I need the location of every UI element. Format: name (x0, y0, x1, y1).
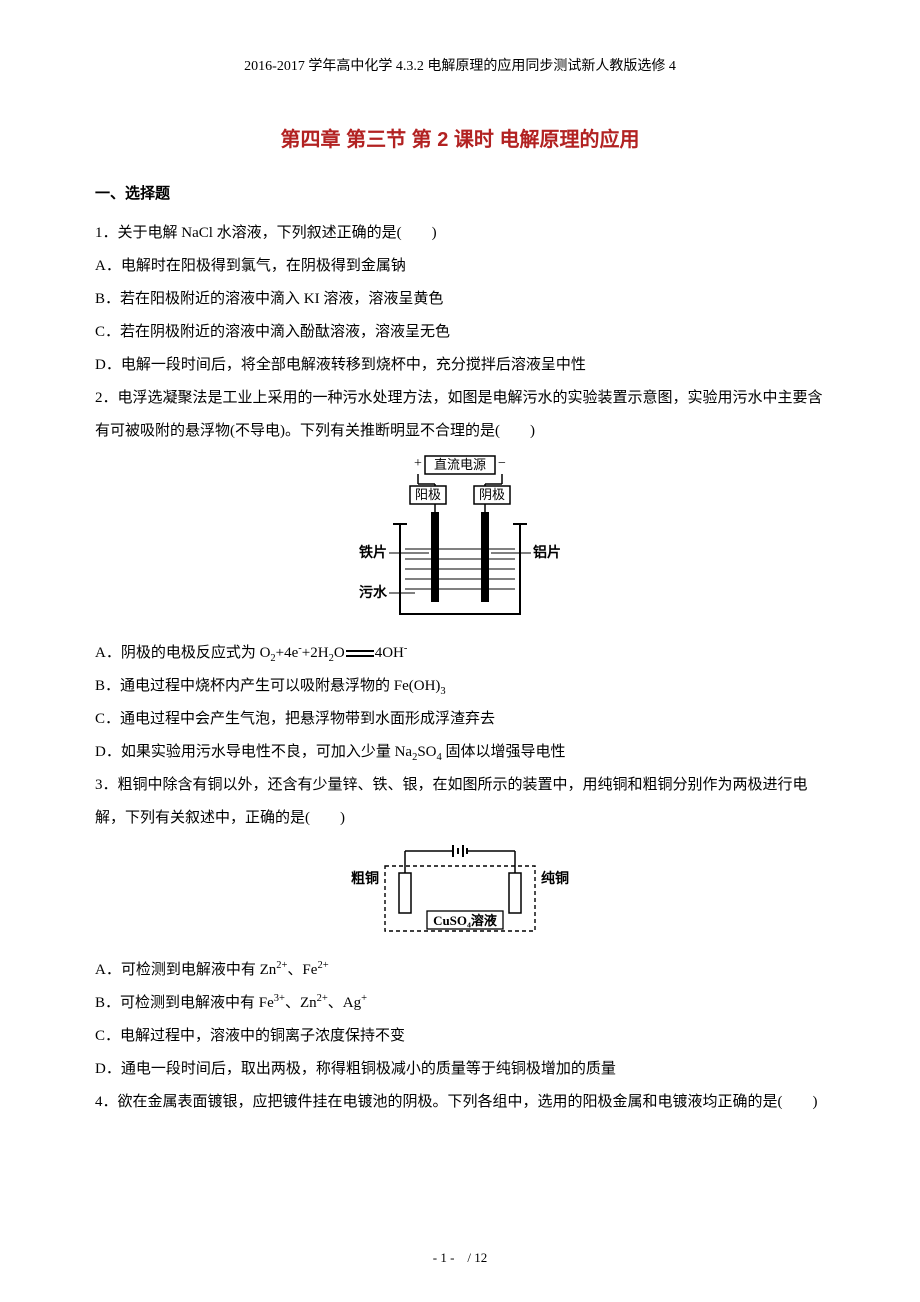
anode-label: 阳极 (415, 487, 441, 502)
aluminum-label: 铝片 (533, 544, 561, 561)
q1-option-a: A．电解时在阳极得到氯气，在阴极得到金属钠 (95, 250, 825, 283)
iron-electrode (431, 512, 439, 602)
q1-option-b: B．若在阳极附近的溶液中滴入 KI 溶液，溶液呈黄色 (95, 283, 825, 316)
q2-option-b: B．通电过程中烧杯内产生可以吸附悬浮物的 Fe(OH)3 (95, 670, 825, 703)
crude-cu-electrode (399, 873, 411, 913)
minus-icon: − (498, 456, 506, 471)
q2-option-d: D．如果实验用污水导电性不良，可加入少量 Na2SO4 固体以增强导电性 (95, 736, 825, 769)
plus-icon: + (414, 456, 422, 471)
q4-stem: 4．欲在金属表面镀银，应把镀件挂在电镀池的阴极。下列各组中，选用的阳极金属和电镀… (95, 1086, 825, 1119)
q1-stem: 1．关于电解 NaCl 水溶液，下列叙述正确的是( ) (95, 217, 825, 250)
iron-label: 铁片 (359, 544, 387, 561)
liquid-label: 污水 (359, 584, 388, 601)
q2-stem: 2．电浮选凝聚法是工业上采用的一种污水处理方法，如图是电解污水的实验装置示意图，… (95, 382, 825, 448)
figure-2: 粗铜 纯铜 CuSO₄溶液 (95, 841, 825, 946)
crude-cu-label: 粗铜 (351, 870, 379, 887)
aluminum-electrode (481, 512, 489, 602)
document-title: 第四章 第三节 第 2 课时 电解原理的应用 (95, 123, 825, 152)
q1-option-c: C．若在阴极附近的溶液中滴入酚酞溶液，溶液呈无色 (95, 316, 825, 349)
solution-label: CuSO₄溶液 (433, 913, 497, 928)
q3-option-c: C．电解过程中，溶液中的铜离子浓度保持不变 (95, 1020, 825, 1053)
pure-cu-electrode (509, 873, 521, 913)
section-heading: 一、选择题 (95, 182, 825, 203)
q3-option-a: A．可检测到电解液中有 Zn2+、Fe2+ (95, 954, 825, 987)
page: 2016-2017 学年高中化学 4.3.2 电解原理的应用同步测试新人教版选修… (0, 0, 920, 1302)
q1-option-d: D．电解一段时间后，将全部电解液转移到烧杯中，充分搅拌后溶液呈中性 (95, 349, 825, 382)
q2-option-a: A．阴极的电极反应式为 O2+4e-+2H2O4OH- (95, 637, 825, 670)
q3-option-b: B．可检测到电解液中有 Fe3+、Zn2+、Ag+ (95, 987, 825, 1020)
q3-stem: 3．粗铜中除含有铜以外，还含有少量锌、铁、银，在如图所示的装置中，用纯铜和粗铜分… (95, 769, 825, 835)
power-label: 直流电源 (434, 457, 486, 472)
equals-line-icon (346, 650, 374, 657)
q3-option-d: D．通电一段时间后，取出两极，称得粗铜极减小的质量等于纯铜极增加的质量 (95, 1053, 825, 1086)
page-header: 2016-2017 学年高中化学 4.3.2 电解原理的应用同步测试新人教版选修… (95, 55, 825, 75)
page-footer: - 1 - / 12 (0, 1247, 920, 1266)
q2-option-c: C．通电过程中会产生气泡，把悬浮物带到水面形成浮渣弃去 (95, 703, 825, 736)
pure-cu-label: 纯铜 (541, 870, 569, 887)
cathode-label: 阴极 (479, 487, 505, 502)
figure-1: 直流电源 + − 阳极 阴极 (95, 454, 825, 629)
